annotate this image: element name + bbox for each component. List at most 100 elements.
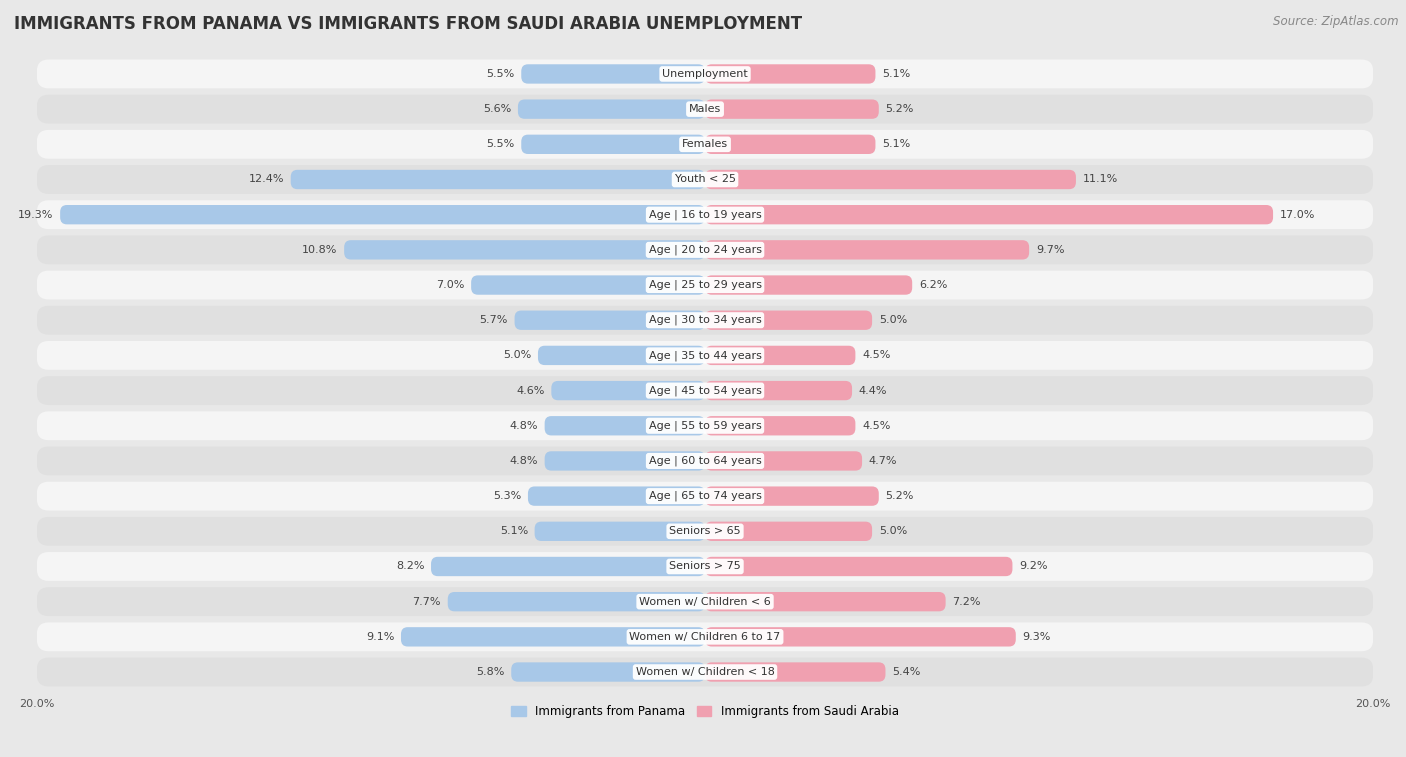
- FancyBboxPatch shape: [544, 451, 704, 471]
- Text: 5.0%: 5.0%: [503, 350, 531, 360]
- Text: IMMIGRANTS FROM PANAMA VS IMMIGRANTS FROM SAUDI ARABIA UNEMPLOYMENT: IMMIGRANTS FROM PANAMA VS IMMIGRANTS FRO…: [14, 15, 803, 33]
- FancyBboxPatch shape: [37, 60, 1374, 89]
- Text: Age | 65 to 74 years: Age | 65 to 74 years: [648, 491, 762, 501]
- FancyBboxPatch shape: [37, 411, 1374, 440]
- FancyBboxPatch shape: [37, 341, 1374, 370]
- Text: 5.0%: 5.0%: [879, 315, 907, 326]
- Text: 7.0%: 7.0%: [436, 280, 464, 290]
- FancyBboxPatch shape: [551, 381, 704, 400]
- Text: Source: ZipAtlas.com: Source: ZipAtlas.com: [1274, 15, 1399, 28]
- Text: 5.1%: 5.1%: [499, 526, 527, 536]
- FancyBboxPatch shape: [704, 662, 886, 682]
- FancyBboxPatch shape: [544, 416, 704, 435]
- Text: Age | 30 to 34 years: Age | 30 to 34 years: [648, 315, 762, 326]
- FancyBboxPatch shape: [704, 416, 855, 435]
- FancyBboxPatch shape: [471, 276, 704, 294]
- Text: Age | 25 to 29 years: Age | 25 to 29 years: [648, 280, 762, 290]
- Text: 9.7%: 9.7%: [1036, 245, 1064, 255]
- FancyBboxPatch shape: [37, 165, 1374, 194]
- FancyBboxPatch shape: [37, 517, 1374, 546]
- Text: 7.2%: 7.2%: [952, 597, 981, 606]
- Text: Youth < 25: Youth < 25: [675, 175, 735, 185]
- FancyBboxPatch shape: [534, 522, 704, 541]
- Text: Women w/ Children < 18: Women w/ Children < 18: [636, 667, 775, 677]
- Text: 5.7%: 5.7%: [479, 315, 508, 326]
- Text: Age | 60 to 64 years: Age | 60 to 64 years: [648, 456, 762, 466]
- Text: Age | 16 to 19 years: Age | 16 to 19 years: [648, 210, 762, 220]
- FancyBboxPatch shape: [37, 447, 1374, 475]
- FancyBboxPatch shape: [704, 627, 1015, 646]
- Text: 8.2%: 8.2%: [396, 562, 425, 572]
- FancyBboxPatch shape: [37, 587, 1374, 616]
- FancyBboxPatch shape: [527, 487, 704, 506]
- Text: 4.8%: 4.8%: [509, 456, 538, 466]
- FancyBboxPatch shape: [60, 205, 704, 224]
- FancyBboxPatch shape: [37, 235, 1374, 264]
- Text: 5.1%: 5.1%: [882, 139, 910, 149]
- Text: Women w/ Children 6 to 17: Women w/ Children 6 to 17: [630, 632, 780, 642]
- Text: 6.2%: 6.2%: [920, 280, 948, 290]
- Text: 4.8%: 4.8%: [509, 421, 538, 431]
- Text: 5.5%: 5.5%: [486, 139, 515, 149]
- FancyBboxPatch shape: [37, 658, 1374, 687]
- FancyBboxPatch shape: [522, 64, 704, 83]
- Text: 12.4%: 12.4%: [249, 175, 284, 185]
- Text: Age | 45 to 54 years: Age | 45 to 54 years: [648, 385, 762, 396]
- FancyBboxPatch shape: [704, 135, 876, 154]
- Text: 19.3%: 19.3%: [18, 210, 53, 220]
- FancyBboxPatch shape: [37, 552, 1374, 581]
- FancyBboxPatch shape: [515, 310, 704, 330]
- FancyBboxPatch shape: [401, 627, 704, 646]
- Text: 5.8%: 5.8%: [477, 667, 505, 677]
- FancyBboxPatch shape: [704, 64, 876, 83]
- FancyBboxPatch shape: [37, 130, 1374, 159]
- FancyBboxPatch shape: [522, 135, 704, 154]
- Text: 9.3%: 9.3%: [1022, 632, 1050, 642]
- FancyBboxPatch shape: [704, 381, 852, 400]
- Text: 4.4%: 4.4%: [859, 385, 887, 396]
- FancyBboxPatch shape: [37, 306, 1374, 335]
- FancyBboxPatch shape: [37, 622, 1374, 651]
- FancyBboxPatch shape: [37, 95, 1374, 123]
- FancyBboxPatch shape: [704, 310, 872, 330]
- FancyBboxPatch shape: [704, 240, 1029, 260]
- FancyBboxPatch shape: [517, 99, 704, 119]
- Text: 5.5%: 5.5%: [486, 69, 515, 79]
- Text: 5.6%: 5.6%: [484, 104, 512, 114]
- FancyBboxPatch shape: [37, 376, 1374, 405]
- FancyBboxPatch shape: [704, 487, 879, 506]
- FancyBboxPatch shape: [704, 99, 879, 119]
- FancyBboxPatch shape: [704, 522, 872, 541]
- FancyBboxPatch shape: [512, 662, 704, 682]
- Text: 11.1%: 11.1%: [1083, 175, 1118, 185]
- Text: 9.2%: 9.2%: [1019, 562, 1047, 572]
- Text: 5.0%: 5.0%: [879, 526, 907, 536]
- Text: Seniors > 65: Seniors > 65: [669, 526, 741, 536]
- Text: 5.3%: 5.3%: [494, 491, 522, 501]
- FancyBboxPatch shape: [538, 346, 704, 365]
- FancyBboxPatch shape: [37, 201, 1374, 229]
- Text: 9.1%: 9.1%: [366, 632, 394, 642]
- Text: Women w/ Children < 6: Women w/ Children < 6: [640, 597, 770, 606]
- FancyBboxPatch shape: [704, 276, 912, 294]
- Text: Age | 55 to 59 years: Age | 55 to 59 years: [648, 420, 762, 431]
- FancyBboxPatch shape: [37, 481, 1374, 510]
- FancyBboxPatch shape: [432, 557, 704, 576]
- Text: Females: Females: [682, 139, 728, 149]
- Text: 4.6%: 4.6%: [516, 385, 544, 396]
- Text: Age | 20 to 24 years: Age | 20 to 24 years: [648, 245, 762, 255]
- FancyBboxPatch shape: [704, 451, 862, 471]
- Text: 7.7%: 7.7%: [412, 597, 441, 606]
- FancyBboxPatch shape: [37, 270, 1374, 300]
- Text: 5.1%: 5.1%: [882, 69, 910, 79]
- FancyBboxPatch shape: [291, 170, 704, 189]
- FancyBboxPatch shape: [704, 557, 1012, 576]
- Text: Unemployment: Unemployment: [662, 69, 748, 79]
- Text: 17.0%: 17.0%: [1279, 210, 1315, 220]
- Text: 4.7%: 4.7%: [869, 456, 897, 466]
- FancyBboxPatch shape: [704, 205, 1272, 224]
- FancyBboxPatch shape: [704, 592, 946, 612]
- Legend: Immigrants from Panama, Immigrants from Saudi Arabia: Immigrants from Panama, Immigrants from …: [506, 700, 903, 722]
- Text: 5.2%: 5.2%: [886, 104, 914, 114]
- Text: Age | 35 to 44 years: Age | 35 to 44 years: [648, 350, 762, 360]
